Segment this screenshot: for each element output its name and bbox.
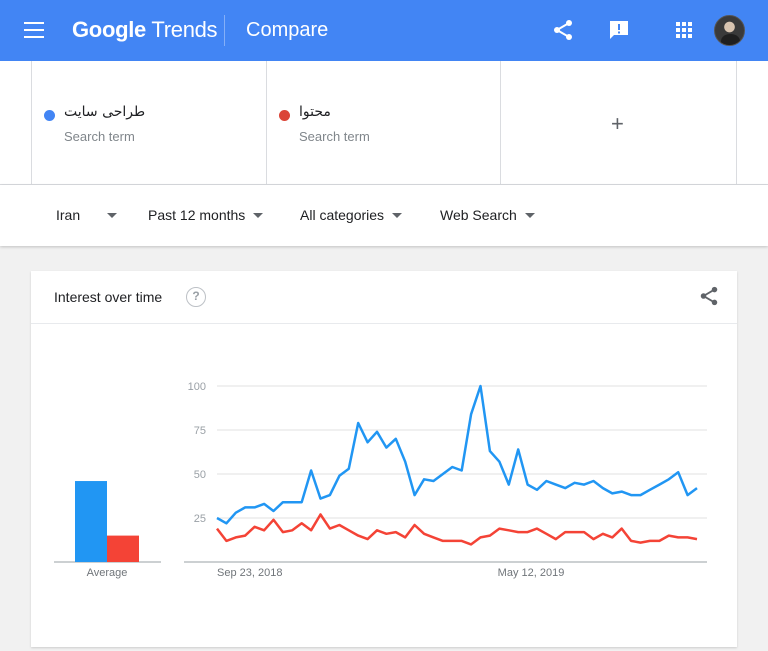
page-title: Compare [246,19,329,41]
search-term-1[interactable]: طراحی سایت Search term [31,61,266,185]
average-label: Average [87,567,128,579]
feedback-icon[interactable] [607,18,631,42]
search-type-value: Web Search [440,207,517,223]
logo[interactable]: Google Trends [72,17,218,43]
time-range-dropdown[interactable]: Past 12 months [148,207,264,223]
region-dropdown[interactable]: Iran [56,207,118,223]
series-line [216,384,698,525]
logo-trends: Trends [151,17,218,42]
share-icon[interactable] [698,285,720,307]
dropdown-arrow-icon [107,212,118,218]
x-tick-label: May 12, 2019 [498,567,565,579]
average-bar [107,535,139,562]
region-value: Iran [56,207,81,223]
x-tick-label: Sep 23, 2018 [217,567,282,579]
plus-icon: + [611,111,624,136]
y-tick-label: 50 [194,469,206,481]
avatar[interactable] [714,15,745,46]
menu-icon[interactable] [24,22,44,38]
logo-google: Google [72,17,146,42]
interest-chart: 100 75 50 25 Sep 23, 2018 May 12, 2019 Average [54,381,707,579]
dropdown-arrow-icon [524,212,535,218]
search-type-dropdown[interactable]: Web Search [440,207,535,223]
app-bar: Google Trends Compare [0,0,768,61]
term-color-dot [279,110,290,121]
category-dropdown[interactable]: All categories [300,207,403,223]
term-color-dot [44,110,55,121]
dropdown-arrow-icon [392,212,403,218]
card-title: Interest over time [54,289,163,305]
average-bar [75,481,107,562]
interest-over-time-card: Interest over time ? 100 75 50 25 Sep 23, 20… [31,271,737,647]
apps-icon[interactable] [672,18,696,42]
help-icon[interactable]: ? [186,287,206,307]
series-line [216,513,698,546]
filters-bar: Iran Past 12 months All categories Web S… [0,185,768,246]
search-term-name: طراحی سایت [64,104,146,120]
y-tick-label: 25 [194,513,206,525]
y-tick-label: 75 [194,425,206,437]
search-term-2[interactable]: محتوا Search term [266,61,500,185]
y-tick-label: 100 [188,381,206,393]
card-divider [31,323,737,324]
category-value: All categories [300,207,385,223]
search-term-label: Search term [299,129,370,144]
search-term-label: Search term [64,129,135,144]
search-terms-bar: طراحی سایت Search term محتوا Search term… [0,61,768,185]
search-term-name: محتوا [299,104,331,120]
dropdown-arrow-icon [253,212,264,218]
time-range-value: Past 12 months [148,207,246,223]
header-divider [224,15,225,46]
add-comparison-button[interactable]: + [500,61,737,185]
share-icon[interactable] [551,18,575,42]
